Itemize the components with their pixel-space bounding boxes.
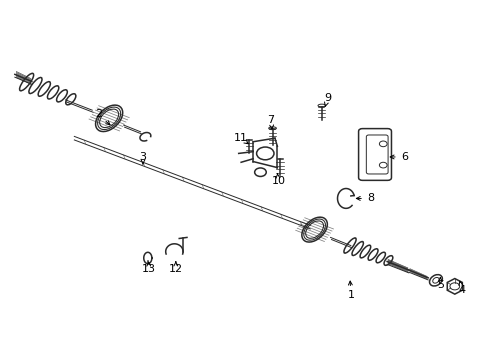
Text: 2: 2 [95, 109, 102, 120]
Text: 4: 4 [458, 285, 465, 295]
Text: 13: 13 [142, 264, 156, 274]
Ellipse shape [432, 278, 438, 283]
Text: 11: 11 [233, 133, 247, 143]
Circle shape [449, 283, 459, 290]
Text: 5: 5 [436, 280, 443, 289]
Text: 3: 3 [139, 152, 146, 162]
Text: 7: 7 [267, 115, 274, 125]
Ellipse shape [428, 275, 442, 286]
Text: 6: 6 [401, 152, 407, 162]
Text: 8: 8 [367, 193, 374, 203]
Text: 12: 12 [168, 264, 183, 274]
Polygon shape [447, 279, 461, 294]
Text: 1: 1 [346, 290, 354, 300]
Text: 9: 9 [324, 94, 330, 103]
Text: 10: 10 [271, 176, 285, 186]
